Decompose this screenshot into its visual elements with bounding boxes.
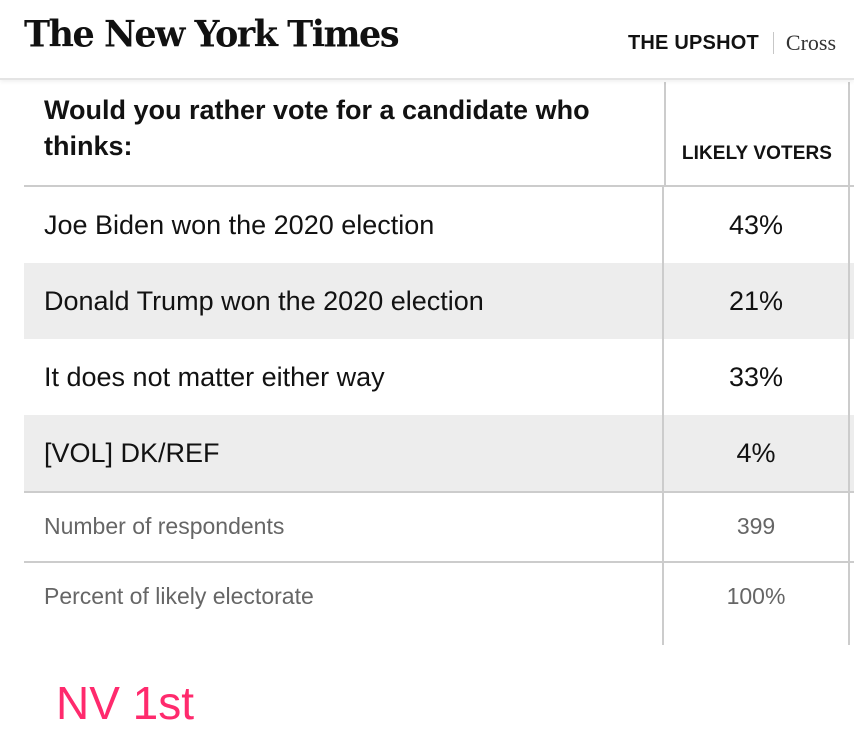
column-header-likely-voters: LIKELY VOTERS: [681, 143, 833, 164]
row-label: Donald Trump won the 2020 election: [44, 286, 484, 316]
meta-row-respondents: Number of respondents 399: [24, 491, 854, 561]
meta-value-cell: 399: [662, 493, 850, 561]
meta-value: 399: [736, 513, 776, 539]
row-label: Joe Biden won the 2020 election: [44, 210, 435, 240]
row-value-cell: 21%: [662, 263, 850, 339]
column-header-cell: LIKELY VOTERS: [664, 82, 850, 185]
meta-label: Number of respondents: [44, 513, 285, 539]
table-row: [VOL] DK/REF 4%: [24, 415, 854, 491]
masthead: The New York Times THE UPSHOT Cross: [0, 0, 854, 80]
section-nav: THE UPSHOT Cross: [628, 30, 836, 56]
poll-crosstab-table: Would you rather vote for a candidate wh…: [24, 82, 854, 645]
table-header-row: Would you rather vote for a candidate wh…: [24, 82, 854, 187]
row-value-cell: 4%: [662, 415, 850, 491]
row-value-cell: 43%: [662, 187, 850, 263]
meta-value-cell: 100%: [662, 563, 850, 645]
table-row: It does not matter either way 33%: [24, 339, 854, 415]
nyt-logo[interactable]: The New York Times: [24, 12, 400, 57]
row-value: 21%: [728, 286, 784, 316]
article-title: Cross: [785, 30, 837, 55]
district-annotation: NV 1st: [56, 677, 195, 729]
section-link-the-upshot[interactable]: THE UPSHOT: [628, 31, 759, 54]
table-row: Donald Trump won the 2020 election 21%: [24, 263, 854, 339]
meta-value: 100%: [726, 583, 786, 609]
row-value: 43%: [728, 210, 784, 240]
table-row: Joe Biden won the 2020 election 43%: [24, 187, 854, 263]
row-value: 4%: [736, 438, 776, 468]
nav-divider: [772, 32, 774, 54]
question-heading: Would you rather vote for a candidate wh…: [44, 95, 590, 161]
meta-row-electorate: Percent of likely electorate 100%: [24, 561, 854, 645]
meta-label: Percent of likely electorate: [44, 583, 314, 609]
row-label: It does not matter either way: [44, 362, 385, 392]
row-value-cell: 33%: [662, 339, 850, 415]
row-value: 33%: [728, 362, 784, 392]
row-label: [VOL] DK/REF: [44, 438, 220, 468]
